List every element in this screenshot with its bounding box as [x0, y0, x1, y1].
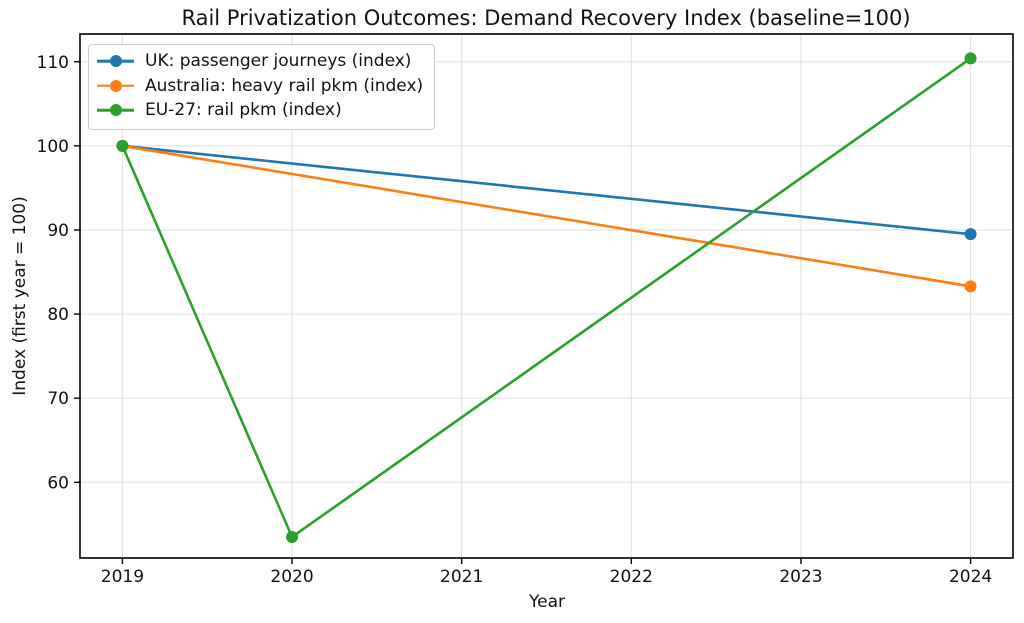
x-tick-label: 2023: [779, 567, 822, 587]
y-tick-label: 100: [37, 137, 69, 157]
data-point-marker: [964, 52, 977, 65]
legend-item: UK: passenger journeys (index): [97, 49, 423, 74]
legend-swatch: [97, 103, 134, 117]
legend: UK: passenger journeys (index) Australia:…: [88, 44, 436, 130]
legend-label: Australia: heavy rail pkm (index): [145, 75, 424, 96]
axes-frame: [79, 33, 1014, 559]
legend-swatch: [97, 54, 134, 68]
x-axis-label: Year: [529, 592, 565, 612]
legend-dot-icon: [109, 104, 122, 117]
data-point-marker: [964, 280, 977, 293]
y-tick-label: 110: [37, 53, 69, 73]
x-tick-label: 2019: [101, 567, 144, 587]
gridlines: [80, 34, 1013, 558]
y-axis-label: Index (first year = 100): [10, 196, 30, 396]
data-point-marker: [286, 530, 299, 543]
legend-label: EU-27: rail pkm (index): [145, 100, 342, 121]
y-tick-label: 90: [47, 221, 69, 241]
series-1: [116, 139, 977, 293]
series-2: [116, 52, 977, 543]
axis-ticks: 2019 2020 2021 2022 2023 2024 60 70 80 90 100 110: [37, 53, 993, 587]
y-tick-label: 80: [47, 305, 69, 325]
legend-swatch: [97, 79, 134, 93]
x-tick-label: 2022: [610, 567, 653, 587]
legend-item: EU-27: rail pkm (index): [97, 98, 423, 123]
data-point-marker: [964, 228, 977, 241]
y-tick-label: 60: [47, 473, 69, 493]
series-line: [121, 57, 972, 539]
legend-item: Australia: heavy rail pkm (index): [97, 74, 423, 99]
x-tick-label: 2020: [270, 567, 313, 587]
legend-label: UK: passenger journeys (index): [145, 51, 412, 72]
x-tick-label: 2021: [440, 567, 483, 587]
series-line: [121, 144, 972, 288]
y-tick-label: 70: [47, 389, 69, 409]
chart-title: Rail Privatization Outcomes: Demand Reco…: [181, 6, 911, 30]
x-tick-label: 2024: [949, 567, 992, 587]
series-line: [121, 144, 972, 236]
legend-dot-icon: [109, 79, 122, 92]
data-point-marker: [116, 139, 129, 152]
series-0: [116, 139, 977, 241]
legend-dot-icon: [109, 55, 122, 68]
